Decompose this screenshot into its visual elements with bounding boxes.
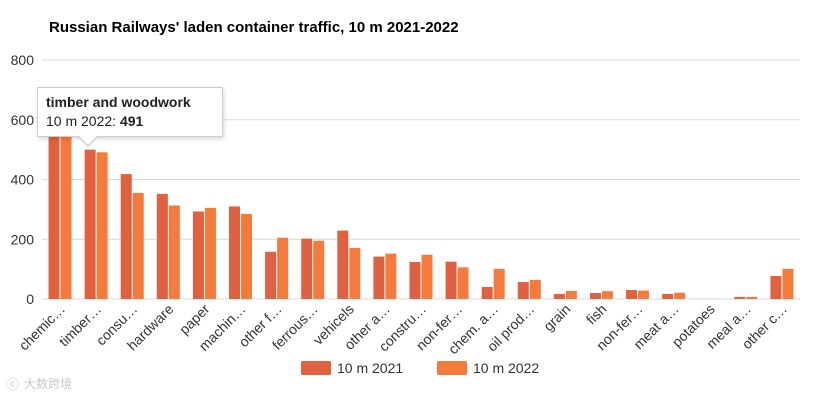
bar-2022[interactable]: [96, 152, 108, 299]
bar-2022[interactable]: [204, 207, 216, 299]
watermark: ⓒ 大数跨境: [6, 374, 72, 393]
bars: [48, 133, 794, 299]
grid-lines: [42, 59, 800, 300]
bar-2021[interactable]: [445, 261, 457, 299]
bar-2021[interactable]: [265, 251, 277, 299]
tooltip-pointer: [78, 136, 98, 147]
bar-2021[interactable]: [626, 290, 638, 299]
bar-2022[interactable]: [601, 291, 613, 299]
bar-2021[interactable]: [409, 261, 421, 299]
bar-2021[interactable]: [337, 230, 349, 299]
bar-2021[interactable]: [734, 296, 746, 299]
y-tick-label: 600: [11, 112, 35, 128]
bar-2021[interactable]: [481, 287, 493, 299]
watermark-text: 大数跨境: [24, 377, 73, 391]
bar-2022[interactable]: [457, 267, 469, 299]
bar-2022[interactable]: [277, 237, 289, 299]
bar-2022[interactable]: [782, 268, 794, 299]
bar-2022[interactable]: [313, 240, 325, 299]
x-tick-label: chemic…: [16, 301, 69, 354]
bar-2022[interactable]: [60, 133, 72, 299]
bar-2021[interactable]: [553, 293, 565, 299]
tooltip-series-label: 10 m 2022:: [46, 113, 120, 129]
x-tick-label: fish: [583, 301, 610, 328]
bar-2022[interactable]: [385, 253, 397, 299]
bar-2021[interactable]: [120, 174, 132, 299]
bar-2022[interactable]: [493, 268, 505, 299]
y-tick-label: 200: [11, 231, 35, 247]
x-axis-ticks: chemic…timber…consu…hardware papermachin……: [16, 301, 790, 358]
bar-2022[interactable]: [638, 290, 650, 299]
x-tick-label: grain: [540, 301, 573, 334]
legend-item-2021[interactable]: 10 m 2021: [301, 360, 403, 376]
bar-2022[interactable]: [529, 279, 541, 299]
bar-2021[interactable]: [662, 293, 674, 299]
chart-title: Russian Railways' laden container traffi…: [49, 19, 459, 36]
y-tick-label: 0: [26, 291, 34, 307]
bar-2022[interactable]: [421, 254, 433, 299]
bar-2021[interactable]: [517, 281, 529, 299]
bar-2021[interactable]: [373, 256, 385, 299]
legend-label-2021: 10 m 2021: [337, 360, 404, 376]
legend-swatch-2022: [437, 361, 467, 375]
y-tick-label: 800: [11, 52, 35, 68]
bar-2021[interactable]: [84, 149, 96, 299]
legend-swatch-2021: [301, 361, 331, 375]
bar-2021[interactable]: [192, 211, 204, 299]
bar-2022[interactable]: [565, 290, 577, 299]
bar-2022[interactable]: [674, 292, 686, 299]
bar-2022[interactable]: [168, 205, 180, 299]
bar-2022[interactable]: [241, 213, 253, 299]
bar-2022[interactable]: [132, 192, 144, 299]
y-tick-label: 400: [11, 172, 35, 188]
bar-2022[interactable]: [746, 296, 758, 299]
legend-item-2022[interactable]: 10 m 2022: [437, 360, 539, 376]
legend: 10 m 2021 10 m 2022: [0, 360, 829, 380]
bar-2021[interactable]: [229, 206, 241, 299]
tooltip-title: timber and woodwork: [46, 94, 191, 110]
tooltip-row: 10 m 2022: 491: [46, 113, 214, 129]
bar-2021[interactable]: [301, 238, 313, 299]
legend-label-2022: 10 m 2022: [473, 360, 540, 376]
bar-2021[interactable]: [770, 275, 782, 299]
bar-2022[interactable]: [349, 247, 361, 299]
bar-2021[interactable]: [589, 293, 601, 299]
watermark-logo-icon: ⓒ: [6, 377, 19, 392]
bar-2021[interactable]: [156, 193, 168, 299]
tooltip-value: 491: [119, 113, 144, 129]
bar-2021[interactable]: [48, 135, 60, 299]
tooltip: timber and woodwork 10 m 2022: 491: [37, 87, 223, 137]
y-axis-ticks: 0 200 400 600 800: [11, 52, 35, 307]
